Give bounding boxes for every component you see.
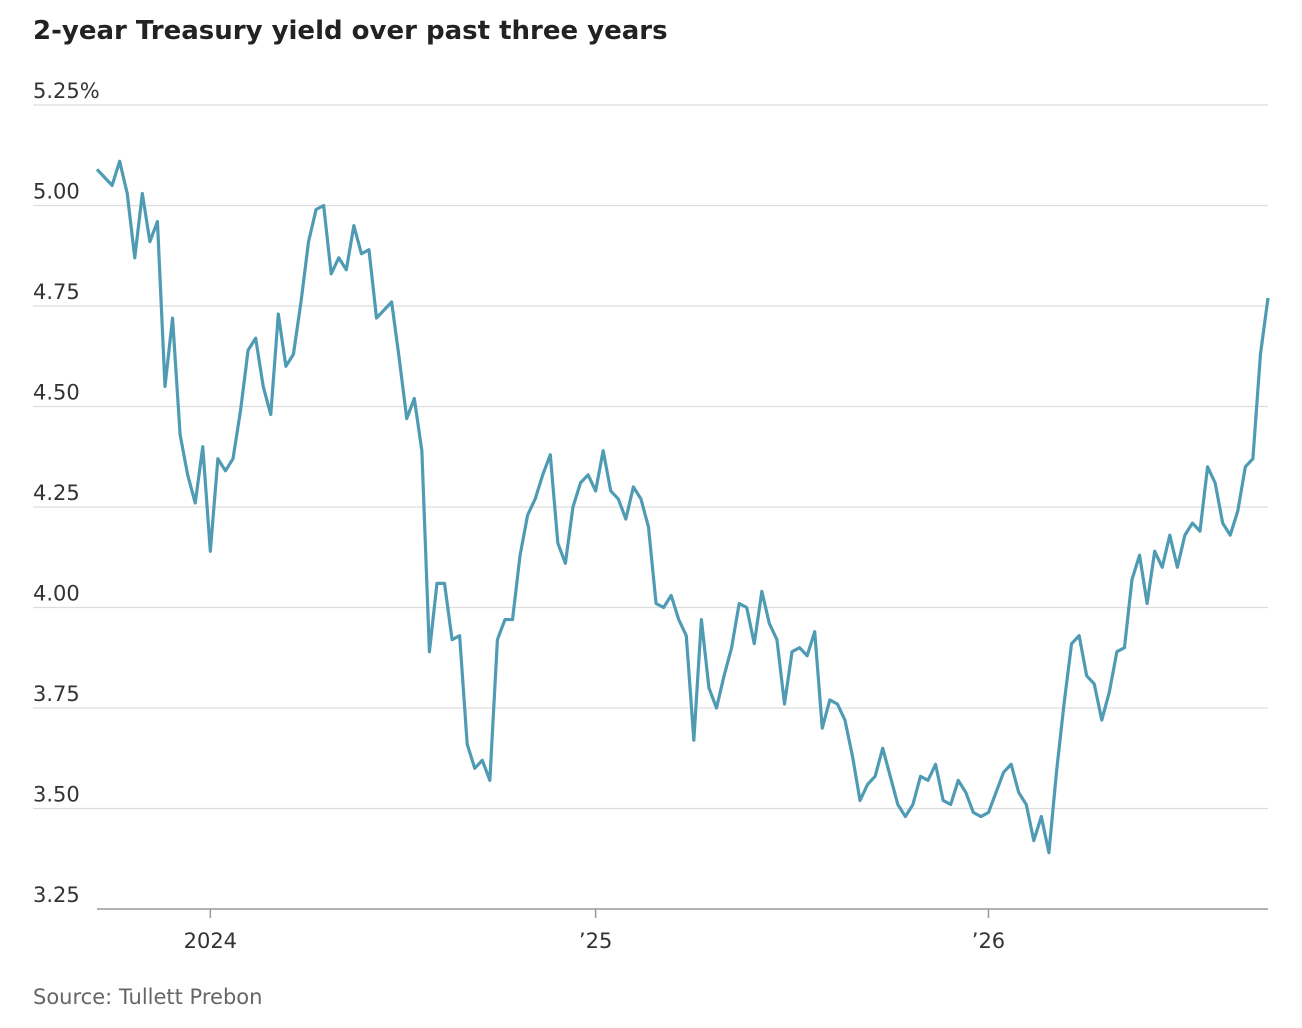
data-line (95, 159, 1270, 855)
y-tick-label: 5.25% (33, 79, 100, 103)
y-tick-label: 4.50 (33, 381, 80, 405)
y-tick-label: 5.00 (33, 180, 80, 204)
y-tick-label: 3.50 (33, 783, 80, 807)
y-tick-label: 3.75 (33, 682, 80, 706)
x-tick-label: ’25 (579, 929, 612, 953)
y-tick-label: 4.25 (33, 481, 80, 505)
y-tick-label: 4.75 (33, 280, 80, 304)
x-tick-label: 2024 (184, 929, 237, 953)
y-tick-label: 3.25 (33, 883, 80, 907)
source-note: Source: Tullett Prebon (33, 985, 262, 1009)
chart-title: 2-year Treasury yield over past three ye… (33, 16, 668, 46)
y-tick-label: 4.00 (33, 582, 80, 606)
x-tick-label: ’26 (972, 929, 1005, 953)
